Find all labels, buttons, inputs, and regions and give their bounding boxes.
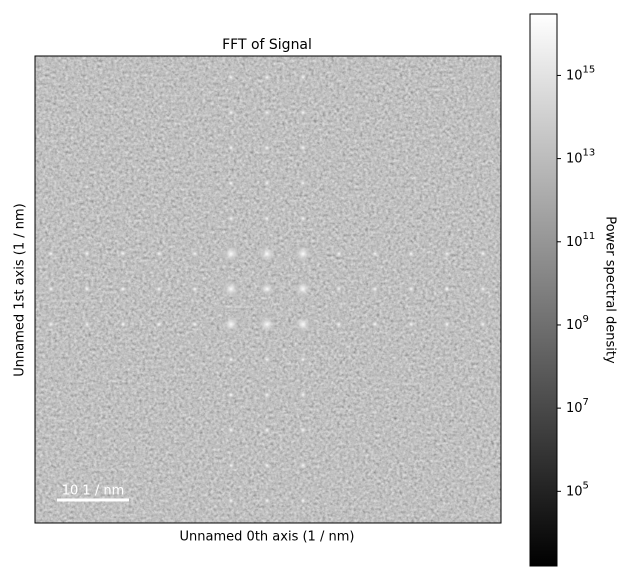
diffraction-spot [154, 319, 164, 330]
diffraction-spot [442, 248, 452, 259]
tick-exponent: 11 [583, 231, 596, 242]
diffraction-spot [118, 319, 128, 330]
diffraction-spot [226, 389, 236, 400]
diffraction-spot [190, 284, 200, 294]
diffraction-spot [220, 278, 242, 300]
diffraction-spot [292, 278, 314, 300]
diffraction-spot [226, 178, 236, 189]
colorbar-tick-label: 105 [566, 480, 589, 499]
diffraction-spot [334, 248, 344, 259]
colorbar-tick-label: 107 [566, 397, 589, 416]
diffraction-spot [292, 313, 314, 336]
diffraction-spot [262, 389, 272, 400]
chart-title: FFT of Signal [222, 37, 312, 53]
diffraction-spot [262, 178, 272, 189]
tick-base: 10 [566, 151, 583, 166]
diffraction-spot [406, 248, 416, 259]
diffraction-spot [226, 142, 236, 153]
diffraction-spot [298, 354, 308, 365]
diffraction-spot [298, 142, 308, 153]
diffraction-spot [334, 284, 344, 294]
diffraction-spot [442, 284, 452, 294]
diffraction-spot [298, 460, 308, 471]
diffraction-spot [370, 319, 380, 330]
diffraction-spot [442, 319, 452, 330]
diffraction-spot [262, 460, 272, 471]
tick-exponent: 9 [583, 314, 589, 325]
colorbar-tick-label: 1015 [566, 64, 595, 83]
colorbar-label: Power spectral density [603, 216, 618, 364]
diffraction-spot [154, 284, 164, 294]
tick-base: 10 [566, 484, 583, 499]
diffraction-spot [46, 284, 56, 294]
diffraction-spot [298, 178, 308, 189]
diffraction-spot [298, 107, 308, 118]
diffraction-spot [190, 248, 200, 259]
scale-bar-label: 10 1 / nm [62, 484, 125, 499]
diffraction-spot [334, 319, 344, 330]
diffraction-spot [226, 213, 236, 224]
tick-base: 10 [566, 317, 583, 332]
diffraction-spot [154, 248, 164, 259]
diffraction-spot [406, 284, 416, 294]
tick-exponent: 15 [583, 64, 596, 75]
colorbar-tick-label: 1013 [566, 148, 595, 167]
diffraction-spot [262, 354, 272, 365]
y-axis-label: Unnamed 1st axis (1 / nm) [13, 203, 28, 376]
diffraction-spot [46, 319, 56, 330]
diffraction-spot [478, 248, 488, 259]
diffraction-spot [118, 248, 128, 259]
tick-exponent: 7 [583, 397, 589, 408]
diffraction-spot [226, 425, 236, 436]
diffraction-spot [220, 313, 242, 336]
fft-image [35, 56, 501, 523]
diffraction-spot [298, 425, 308, 436]
diffraction-spot [226, 72, 236, 83]
colorbar-tick-label: 109 [566, 314, 589, 333]
diffraction-spot [220, 242, 242, 265]
diffraction-spot [262, 425, 272, 436]
diffraction-spot [82, 284, 92, 294]
diffraction-spot [298, 213, 308, 224]
tick-exponent: 13 [583, 148, 596, 159]
diffraction-spot [262, 213, 272, 224]
diffraction-spot [226, 460, 236, 471]
diffraction-spot [292, 242, 314, 265]
tick-exponent: 5 [583, 480, 589, 491]
diffraction-spot [262, 142, 272, 153]
diffraction-spot [226, 495, 236, 506]
diffraction-spot [298, 495, 308, 506]
axes-frame [34, 55, 502, 524]
diffraction-spot [226, 354, 236, 365]
tick-base: 10 [566, 401, 583, 416]
tick-base: 10 [566, 234, 583, 249]
diffraction-spot [262, 495, 272, 506]
diffraction-spot [370, 248, 380, 259]
diffraction-spot [46, 248, 56, 259]
diffraction-spot [478, 319, 488, 330]
diffraction-spot [298, 389, 308, 400]
diffraction-spot [262, 72, 272, 83]
diffraction-spot [226, 107, 236, 118]
diffraction-spot [82, 248, 92, 259]
colorbar [529, 13, 558, 567]
diffraction-spot [118, 284, 128, 294]
x-axis-label: Unnamed 0th axis (1 / nm) [180, 530, 355, 545]
diffraction-spot [262, 107, 272, 118]
diffraction-spot [256, 242, 278, 265]
diffraction-spot [256, 313, 278, 336]
colorbar-tick-label: 1011 [566, 231, 595, 250]
diffraction-spot [478, 284, 488, 294]
diffraction-spot [258, 280, 276, 298]
diffraction-spot [298, 72, 308, 83]
diffraction-spot [370, 284, 380, 294]
diffraction-spot [406, 319, 416, 330]
diffraction-spot [190, 319, 200, 330]
tick-base: 10 [566, 68, 583, 83]
diffraction-spot [82, 319, 92, 330]
